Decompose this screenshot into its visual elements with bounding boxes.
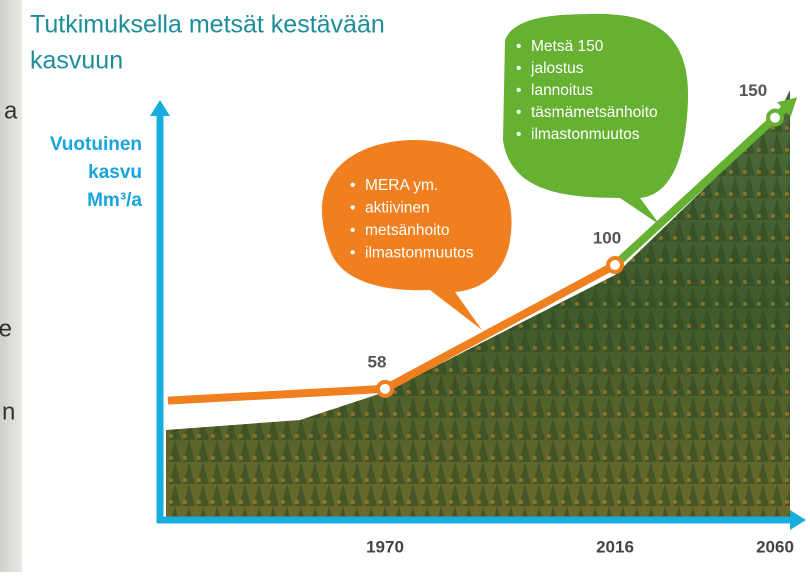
page: {"chart_data": {"type": "line", "title_l… (0, 0, 810, 572)
bullet: • (516, 126, 521, 143)
data-label: 58 (368, 352, 387, 371)
callout-item: ilmastonmuutos (365, 245, 474, 262)
chart-title: kasvuun (30, 47, 123, 75)
bullet: • (516, 104, 521, 121)
callout-item: aktiivinen (365, 200, 430, 217)
x-tick-label: 2060 (756, 537, 794, 556)
y-axis-label: Mm³/a (87, 190, 142, 211)
slide-edge (0, 0, 22, 572)
point (768, 111, 782, 125)
bullet: • (350, 222, 355, 239)
callout-item: ilmastonmuutos (531, 126, 640, 143)
point (378, 382, 392, 396)
bullet: • (350, 245, 355, 262)
fragment: te (0, 315, 12, 342)
x-tick-label: 1970 (366, 537, 404, 556)
callout-item: lannoitus (531, 82, 593, 99)
chart: a te n Tutkimuksella metsät kestävään ka… (0, 0, 810, 572)
callout-item: MERA ym. (365, 177, 438, 194)
data-label: 100 (593, 229, 621, 248)
fragment: n (2, 398, 15, 425)
chart-title: Tutkimuksella metsät kestävään (30, 11, 385, 39)
bullet: • (350, 177, 355, 194)
bullet: • (516, 60, 521, 77)
bullet: • (350, 200, 355, 217)
y-axis-label: Vuotuinen (50, 134, 142, 155)
y-axis-label: kasvu (88, 162, 142, 183)
bullet: • (516, 38, 521, 55)
data-label: 150 (739, 81, 767, 100)
callout-item: jalostus (530, 60, 584, 77)
callout-item: metsänhoito (365, 222, 449, 239)
x-tick-label: 2016 (596, 537, 634, 556)
bullet: • (516, 82, 521, 99)
callout-item: täsmämetsänhoito (531, 104, 658, 121)
fragment: a (4, 97, 18, 124)
point (608, 258, 622, 272)
callout-item: Metsä 150 (531, 38, 604, 55)
